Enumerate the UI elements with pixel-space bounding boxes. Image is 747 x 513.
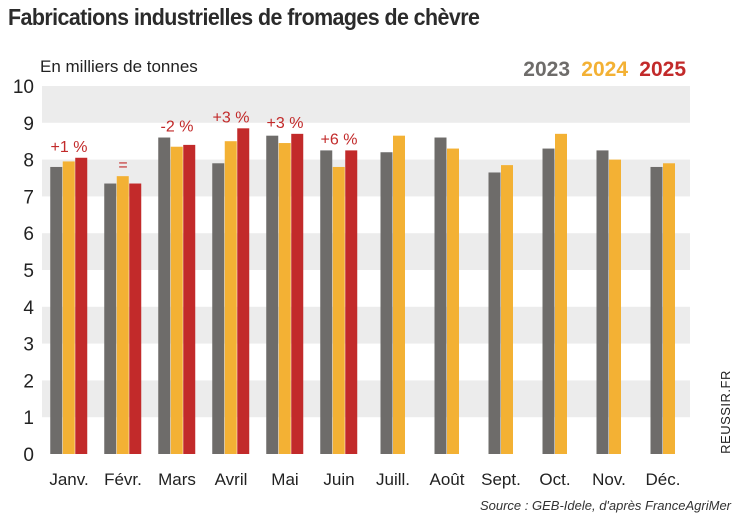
x-category-label: Avril bbox=[215, 470, 248, 489]
y-tick-label: 8 bbox=[23, 151, 34, 172]
bar-2025 bbox=[345, 150, 358, 454]
bar-2023 bbox=[542, 148, 555, 454]
bar-2023 bbox=[266, 135, 279, 454]
grid-band bbox=[42, 233, 690, 270]
y-tick-label: 6 bbox=[23, 224, 34, 245]
bar-2025 bbox=[237, 128, 250, 454]
bar-2024 bbox=[116, 176, 129, 454]
x-category-label: Juin bbox=[323, 470, 354, 489]
bar-2023 bbox=[50, 166, 63, 454]
x-category-label: Sept. bbox=[481, 470, 521, 489]
x-category-label: Mars bbox=[158, 470, 196, 489]
variation-label: +6 % bbox=[321, 131, 358, 148]
y-tick-label: 9 bbox=[23, 114, 34, 135]
x-category-label: Juill. bbox=[376, 470, 410, 489]
bar-2024 bbox=[663, 163, 675, 454]
y-tick-label: 5 bbox=[23, 261, 34, 282]
y-tick-label: 10 bbox=[13, 77, 34, 98]
bar-2024 bbox=[609, 159, 621, 454]
x-axis-labels: Janv. Févr. Mars Avril Mai Juin Juill. Août Sept… bbox=[49, 470, 680, 489]
bar-2024 bbox=[170, 146, 183, 454]
y-tick-label: 4 bbox=[23, 298, 34, 319]
grid-band bbox=[42, 159, 690, 197]
variation-label: +1 % bbox=[51, 139, 88, 156]
bar-2023 bbox=[380, 152, 393, 455]
variation-label: = bbox=[118, 157, 127, 174]
bar-2023 bbox=[488, 172, 501, 455]
chart-title: Fabrications industrielles de fromages d… bbox=[8, 4, 480, 30]
legend-item-2025: 2025 bbox=[639, 58, 686, 81]
legend-item-2023: 2023 bbox=[523, 58, 570, 81]
y-tick-label: 1 bbox=[23, 408, 34, 429]
background-bands bbox=[42, 86, 690, 418]
x-category-label: Août bbox=[430, 470, 465, 489]
variation-label: +3 % bbox=[213, 109, 250, 126]
y-tick-label: 7 bbox=[23, 187, 34, 208]
bar-2023 bbox=[320, 150, 333, 454]
y-tick-label: 3 bbox=[23, 335, 34, 356]
x-category-label: Déc. bbox=[646, 470, 681, 489]
bar-2023 bbox=[434, 137, 447, 454]
bar-2024 bbox=[501, 165, 513, 454]
unit-label: En milliers de tonnes bbox=[40, 57, 198, 76]
variation-label: +3 % bbox=[267, 115, 304, 132]
annotations: +1 % = -2 % +3 % +3 % +6 % bbox=[51, 109, 358, 174]
bar-2024 bbox=[555, 133, 567, 454]
bar-2025 bbox=[129, 183, 142, 454]
x-category-label: Oct. bbox=[539, 470, 570, 489]
bar-2023 bbox=[212, 163, 225, 454]
bar-2023 bbox=[104, 183, 117, 454]
bar-2024 bbox=[62, 161, 75, 454]
bar-2023 bbox=[596, 150, 609, 454]
bars bbox=[50, 128, 675, 455]
bar-2025 bbox=[183, 144, 196, 454]
source-note: Source : GEB-Idele, d'après FranceAgriMe… bbox=[480, 498, 732, 513]
bar-2024 bbox=[393, 135, 405, 454]
x-category-label: Févr. bbox=[104, 470, 142, 489]
bar-2025 bbox=[291, 133, 304, 454]
x-category-label: Janv. bbox=[49, 470, 88, 489]
variation-label: -2 % bbox=[161, 119, 194, 136]
bar-2023 bbox=[158, 137, 171, 454]
grid-band bbox=[42, 86, 690, 123]
grid-band bbox=[42, 380, 690, 418]
y-tick-label: 2 bbox=[23, 371, 34, 392]
bar-2024 bbox=[278, 143, 291, 455]
x-category-label: Nov. bbox=[592, 470, 626, 489]
bar-2024 bbox=[332, 166, 345, 454]
y-axis-ticks: 0 1 2 3 4 5 6 7 8 9 10 bbox=[13, 77, 35, 466]
x-category-label: Mai bbox=[271, 470, 298, 489]
legend-item-2024: 2024 bbox=[581, 58, 628, 81]
y-tick-label: 0 bbox=[23, 445, 34, 466]
legend: 2025 2024 2023 bbox=[523, 58, 686, 81]
grid-band bbox=[42, 306, 690, 344]
bar-2024 bbox=[224, 141, 237, 454]
bar-2024 bbox=[447, 148, 459, 454]
credit-label: REUSSIR.FR bbox=[718, 370, 733, 454]
bar-2025 bbox=[75, 157, 88, 454]
bar-2023 bbox=[650, 166, 663, 454]
